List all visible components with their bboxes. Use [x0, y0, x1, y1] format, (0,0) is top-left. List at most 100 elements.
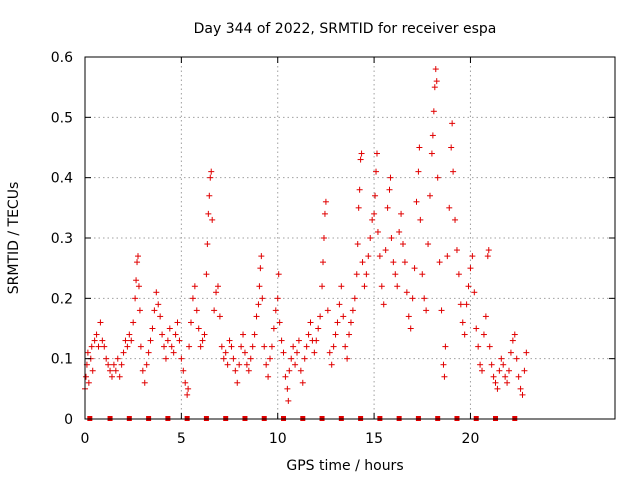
data-point: [378, 283, 385, 290]
data-point: [473, 325, 480, 332]
data-point: [164, 337, 171, 344]
data-point: [320, 235, 327, 241]
data-point: [166, 325, 173, 332]
data-point: [268, 343, 275, 350]
data-point: [292, 361, 299, 368]
data-point: [509, 337, 516, 344]
data-point: [174, 319, 181, 326]
data-points: [82, 66, 530, 404]
data-point: [132, 295, 139, 302]
data-point: [461, 331, 468, 338]
data-point: [419, 271, 426, 278]
data-point: [492, 379, 499, 386]
data-point: [484, 253, 491, 260]
data-point: [130, 319, 137, 326]
data-point: [330, 343, 337, 350]
data-point: [373, 168, 380, 175]
y-tick-label: 0: [64, 412, 73, 428]
data-point: [265, 373, 272, 380]
data-point: [440, 361, 447, 368]
data-point: [126, 331, 133, 338]
data-point: [230, 355, 237, 362]
data-point: [274, 295, 281, 302]
data-point: [243, 361, 250, 368]
data-point: [89, 367, 96, 374]
data-point: [457, 301, 464, 308]
data-point: [103, 355, 110, 362]
data-point: [214, 283, 221, 290]
data-point: [282, 373, 289, 380]
data-point: [188, 319, 194, 326]
data-point: [342, 343, 349, 350]
data-point: [506, 367, 512, 374]
data-point: [213, 289, 220, 296]
data-point: [303, 343, 310, 350]
data-point: [172, 331, 179, 338]
data-point: [354, 241, 361, 248]
data-point: [207, 174, 214, 181]
data-point: [346, 331, 353, 338]
data-point: [455, 271, 462, 278]
data-point: [249, 343, 256, 350]
data-point: [349, 307, 356, 314]
data-point: [295, 337, 302, 344]
x-tick-label: 0: [81, 431, 90, 447]
data-point: [313, 337, 320, 344]
data-point: [88, 343, 95, 350]
data-point: [347, 319, 354, 326]
data-point: [185, 385, 192, 392]
data-point: [319, 283, 326, 290]
data-point: [135, 283, 142, 290]
data-point: [105, 361, 112, 368]
x-tick-label: 5: [177, 431, 186, 447]
data-point: [519, 391, 526, 398]
data-point: [326, 349, 333, 356]
data-point: [471, 289, 478, 296]
data-point: [486, 343, 493, 350]
data-point: [191, 283, 198, 290]
data-point: [405, 313, 412, 320]
data-point: [450, 168, 457, 175]
data-point: [216, 313, 223, 320]
data-point: [203, 271, 210, 278]
data-point: [390, 259, 397, 266]
data-point: [444, 253, 451, 260]
data-point: [294, 349, 300, 356]
data-point: [321, 210, 328, 217]
data-point: [251, 331, 258, 338]
data-point: [137, 343, 144, 350]
data-point: [147, 337, 154, 344]
data-point: [463, 301, 470, 308]
data-point: [288, 355, 295, 362]
data-point: [135, 253, 141, 260]
data-point: [178, 355, 185, 362]
data-point: [490, 373, 497, 380]
y-tick-label: 0.5: [51, 110, 73, 126]
data-point: [226, 337, 233, 344]
data-point: [155, 301, 162, 308]
data-point: [429, 132, 436, 139]
data-point: [507, 349, 514, 356]
data-point: [184, 391, 191, 398]
data-point: [222, 349, 229, 356]
data-point: [332, 331, 339, 338]
data-point: [259, 295, 266, 302]
data-point: [85, 379, 92, 386]
data-point: [452, 216, 459, 223]
data-point: [369, 216, 376, 223]
data-point: [128, 337, 135, 344]
data-point: [247, 355, 254, 362]
data-point: [82, 373, 89, 380]
data-point: [290, 343, 297, 350]
data-point: [382, 247, 389, 254]
data-point: [255, 301, 262, 308]
data-point: [475, 343, 482, 350]
data-point: [118, 361, 125, 368]
data-point: [415, 168, 422, 175]
data-point: [209, 216, 216, 223]
data-point: [515, 373, 522, 380]
data-point: [502, 373, 509, 380]
data-point: [159, 331, 166, 338]
data-point: [355, 204, 362, 211]
